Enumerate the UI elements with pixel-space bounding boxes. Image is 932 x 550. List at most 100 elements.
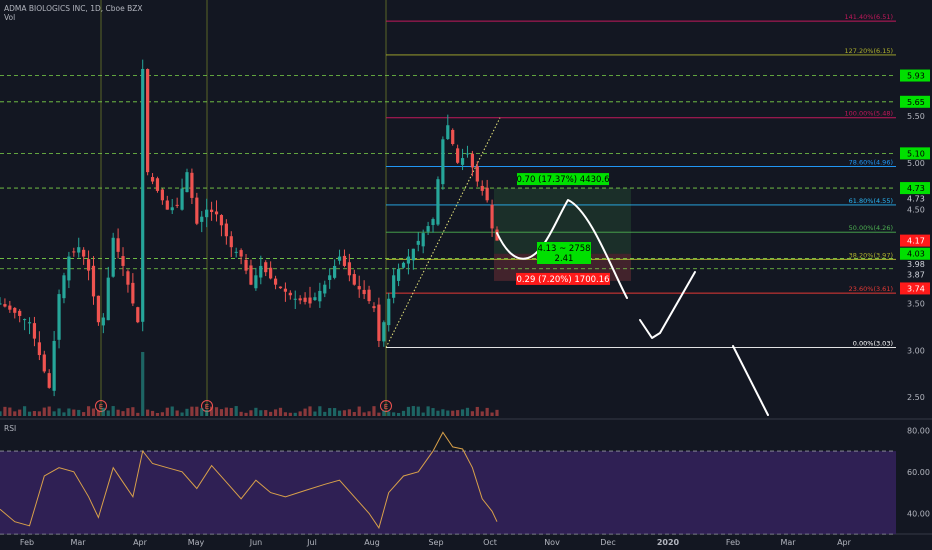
candle-body xyxy=(141,68,145,322)
candle-body xyxy=(72,251,76,253)
candle-body xyxy=(195,197,199,224)
candle-body xyxy=(136,307,140,323)
rsi-tick-label: 60.00 xyxy=(907,468,930,477)
volume-label: Vol xyxy=(4,13,16,22)
volume-bar xyxy=(180,412,184,416)
candle-body xyxy=(106,277,110,321)
volume-bar xyxy=(347,409,351,416)
volume-bar xyxy=(13,411,17,416)
volume-bar xyxy=(82,412,86,416)
time-tick-label: Feb xyxy=(726,538,740,547)
volume-bar xyxy=(3,406,7,416)
candle-body xyxy=(150,177,155,182)
volume-bar xyxy=(52,411,56,416)
chart-title: ADMA BIOLOGICS INC, 1D, Cboe BZX xyxy=(4,4,143,13)
candle-body xyxy=(446,125,450,139)
volume-bar xyxy=(411,406,415,416)
time-tick-label: May xyxy=(188,538,205,547)
position-center-line2: 2.41 xyxy=(555,254,574,264)
volume-bar xyxy=(495,409,499,416)
price-tick-label: 4.50 xyxy=(907,206,925,215)
candle-body xyxy=(214,211,219,215)
volume-bar xyxy=(367,411,371,416)
volume-bar xyxy=(313,411,317,416)
volume-bar xyxy=(72,409,76,416)
volume-bar xyxy=(185,408,189,416)
stop-label-box xyxy=(516,272,610,285)
volume-bar xyxy=(426,406,430,416)
price-badge-label: 4.03 xyxy=(907,250,925,259)
candle-body xyxy=(205,209,209,218)
candle-body xyxy=(3,304,7,307)
fib-trendline xyxy=(385,117,501,348)
forecast-stroke xyxy=(496,199,628,299)
rsi-label: RSI xyxy=(4,424,17,433)
volume-bar xyxy=(106,410,110,416)
volume-bar xyxy=(490,412,494,416)
price-badge-label: 5.93 xyxy=(907,72,925,81)
earnings-marker-label: E xyxy=(99,403,103,411)
price-badge xyxy=(900,182,930,195)
volume-bar xyxy=(141,351,145,416)
candle-body xyxy=(485,187,489,201)
candle-body xyxy=(456,148,460,163)
candle-body xyxy=(259,265,263,278)
volume-bar xyxy=(219,409,224,416)
earnings-marker-label: E xyxy=(205,403,209,411)
volume-bar xyxy=(77,409,81,416)
fib-level-label: 50.00%(4.26) xyxy=(849,224,893,232)
candle-body xyxy=(126,271,130,285)
candle-body xyxy=(8,305,12,310)
candle-body xyxy=(460,158,465,165)
time-tick-label: Jul xyxy=(306,538,317,547)
candle-body xyxy=(37,342,41,356)
volume-bar xyxy=(288,412,292,416)
volume-bar xyxy=(283,412,288,416)
time-tick-label: Feb xyxy=(20,538,34,547)
candle-body xyxy=(101,317,105,326)
candle-body xyxy=(436,179,440,225)
candle-body xyxy=(352,274,356,285)
volume-bar xyxy=(244,412,248,416)
volume-bar xyxy=(254,407,258,416)
candle-body xyxy=(121,256,125,266)
volume-bar xyxy=(229,407,233,416)
fib-level-label: 100.00%(5.48) xyxy=(845,110,893,118)
rsi-tick-label: 40.00 xyxy=(907,509,930,518)
volume-bar xyxy=(470,411,474,416)
volume-bar xyxy=(160,412,164,416)
volume-bar xyxy=(136,412,140,416)
rsi-line xyxy=(0,431,498,530)
volume-bar xyxy=(485,407,489,416)
fib-level-label: 78.60%(4.96) xyxy=(849,159,893,167)
volume-bar xyxy=(377,412,381,416)
candle-body xyxy=(239,250,243,257)
candle-body xyxy=(264,262,268,273)
candle-body xyxy=(372,306,376,309)
candle-body xyxy=(0,303,2,305)
time-tick-label: 2020 xyxy=(657,538,680,547)
volume-bar xyxy=(57,408,61,416)
candle-body xyxy=(328,275,332,280)
candle-body xyxy=(367,289,371,302)
rsi-band xyxy=(0,451,896,535)
candle-body xyxy=(190,172,194,198)
candle-body xyxy=(490,204,494,229)
volume-bar xyxy=(32,411,37,416)
volume-bar xyxy=(451,410,455,416)
candle-body xyxy=(357,286,361,290)
volume-bar xyxy=(401,410,406,416)
candle-body xyxy=(165,200,169,210)
volume-bar xyxy=(214,407,219,416)
volume-bar xyxy=(421,412,425,416)
candle-body xyxy=(200,216,204,222)
price-badge-label: 4.73 xyxy=(907,194,925,203)
candle-body xyxy=(185,172,189,193)
candle-body xyxy=(416,240,420,245)
candle-body xyxy=(337,256,342,261)
price-badge-label: 4.17 xyxy=(907,237,925,246)
price-badge xyxy=(900,69,930,82)
candle-body xyxy=(475,166,479,182)
fib-level-label: 23.60%(3.61) xyxy=(849,285,893,293)
